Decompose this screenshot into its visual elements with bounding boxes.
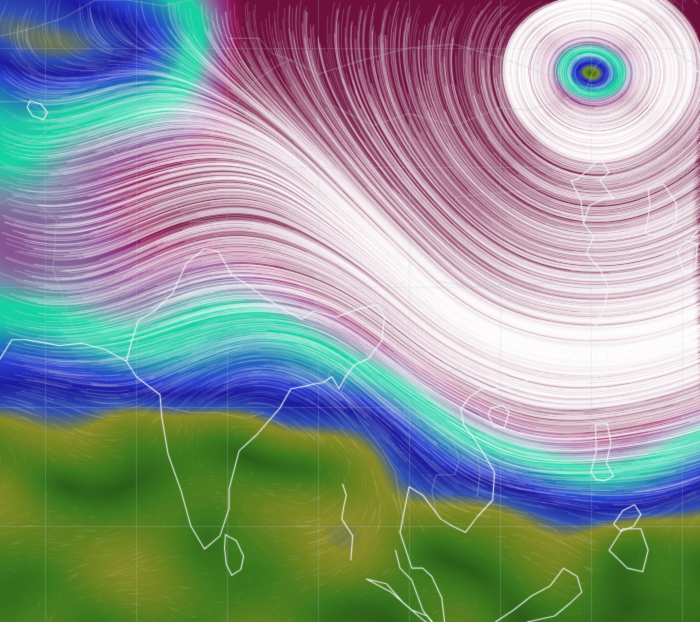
- wind-map-viewport[interactable]: [0, 0, 700, 622]
- coastline-borders-canvas: [0, 0, 700, 622]
